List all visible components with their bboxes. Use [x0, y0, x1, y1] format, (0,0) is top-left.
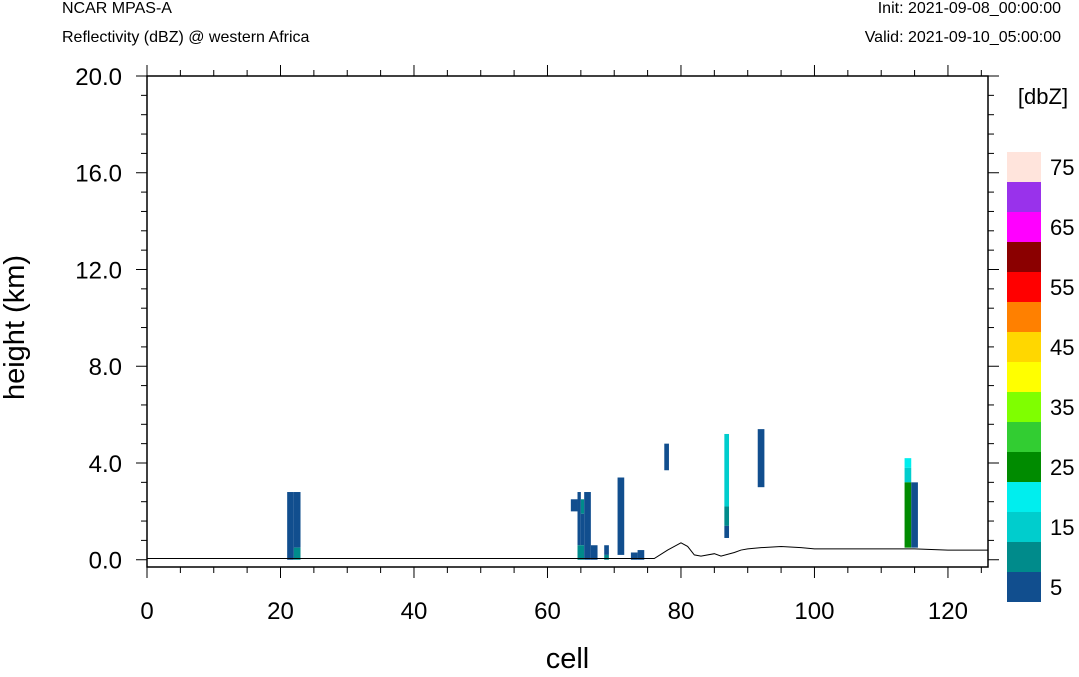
colorbar-swatch — [1007, 392, 1041, 422]
y-tick-label: 4.0 — [89, 451, 122, 478]
colorbar-label: 15 — [1050, 515, 1074, 540]
colorbar-label: 65 — [1050, 215, 1074, 240]
x-tick-label: 120 — [928, 598, 968, 625]
colorbar-swatch — [1007, 512, 1041, 542]
colorbar-swatch — [1007, 452, 1041, 482]
colorbar-swatch — [1007, 302, 1041, 332]
x-tick-label: 20 — [267, 598, 294, 625]
reflectivity-cell — [580, 513, 585, 546]
reflectivity-cell — [570, 499, 578, 512]
reflectivity-cell — [604, 554, 609, 560]
reflectivity-cell — [664, 443, 669, 471]
reflectivity-cell — [293, 547, 301, 560]
colorbar-swatch — [1007, 152, 1041, 182]
y-tick-label: 16.0 — [75, 161, 122, 188]
colorbar-label: 5 — [1050, 575, 1062, 600]
y-tick-label: 20.0 — [75, 64, 122, 91]
reflectivity-cell — [724, 525, 730, 538]
x-tick-label: 60 — [534, 598, 561, 625]
colorbar-label: 25 — [1050, 455, 1074, 480]
plot-content — [147, 429, 988, 560]
reflectivity-cell — [904, 467, 912, 483]
reflectivity-cell — [580, 499, 585, 514]
y-tick-label: 12.0 — [75, 257, 122, 284]
y-tick-label: 8.0 — [89, 354, 122, 381]
reflectivity-cell — [604, 545, 609, 555]
valid-time: Valid: 2021-09-10_05:00:00 — [864, 29, 1061, 46]
colorbar-label: 35 — [1050, 395, 1074, 420]
reflectivity-cell — [637, 550, 645, 560]
reflectivity-cell — [904, 458, 912, 468]
x-tick-label: 0 — [140, 598, 153, 625]
reflectivity-cell — [577, 492, 581, 546]
reflectivity-cell — [584, 492, 591, 560]
reflectivity-cell — [911, 482, 918, 548]
colorbar-label: 75 — [1050, 155, 1074, 180]
colorbar-swatch — [1007, 422, 1041, 452]
y-tick-label: 0.0 — [89, 548, 122, 575]
colorbar-swatch — [1007, 182, 1041, 212]
reflectivity-cell — [287, 492, 294, 560]
x-tick-label: 40 — [401, 598, 428, 625]
y-axis-title: height (km) — [0, 255, 31, 400]
reflectivity-cell — [724, 433, 730, 507]
colorbar-swatch — [1007, 332, 1041, 362]
axes: 0 20 40 60 80 100 120 0.0 4.0 8.0 12.0 16.0 20.0 — [75, 64, 999, 625]
colorbar-swatch — [1007, 242, 1041, 272]
init-time: Init: 2021-09-08_00:00:00 — [877, 0, 1061, 17]
reflectivity-cell — [630, 552, 638, 560]
colorbar-label: 45 — [1050, 335, 1074, 360]
reflectivity-cell — [724, 506, 730, 526]
colorbar-swatch — [1007, 572, 1041, 602]
terrain-line — [147, 542, 988, 560]
colorbar-unit: [dbZ] — [1018, 84, 1068, 109]
colorbar: 5 15 25 35 45 55 65 75 — [1007, 152, 1074, 602]
model-title: NCAR MPAS-A — [62, 0, 172, 17]
colorbar-swatch — [1007, 212, 1041, 242]
reflectivity-cell — [757, 429, 765, 488]
colorbar-label: 55 — [1050, 275, 1074, 300]
reflectivity-cell — [590, 545, 598, 560]
colorbar-swatch — [1007, 482, 1041, 512]
x-axis-title: cell — [546, 643, 590, 675]
colorbar-swatch — [1007, 272, 1041, 302]
reflectivity-cell — [617, 477, 625, 555]
x-tick-label: 80 — [668, 598, 695, 625]
colorbar-swatch — [1007, 362, 1041, 392]
field-subtitle: Reflectivity (dBZ) @ western Africa — [62, 29, 310, 46]
colorbar-swatch — [1007, 542, 1041, 572]
reflectivity-cell — [577, 545, 585, 560]
plot-frame — [146, 75, 989, 568]
reflectivity-cell — [293, 492, 301, 548]
x-tick-label: 100 — [794, 598, 834, 625]
reflectivity-cell — [904, 482, 912, 548]
